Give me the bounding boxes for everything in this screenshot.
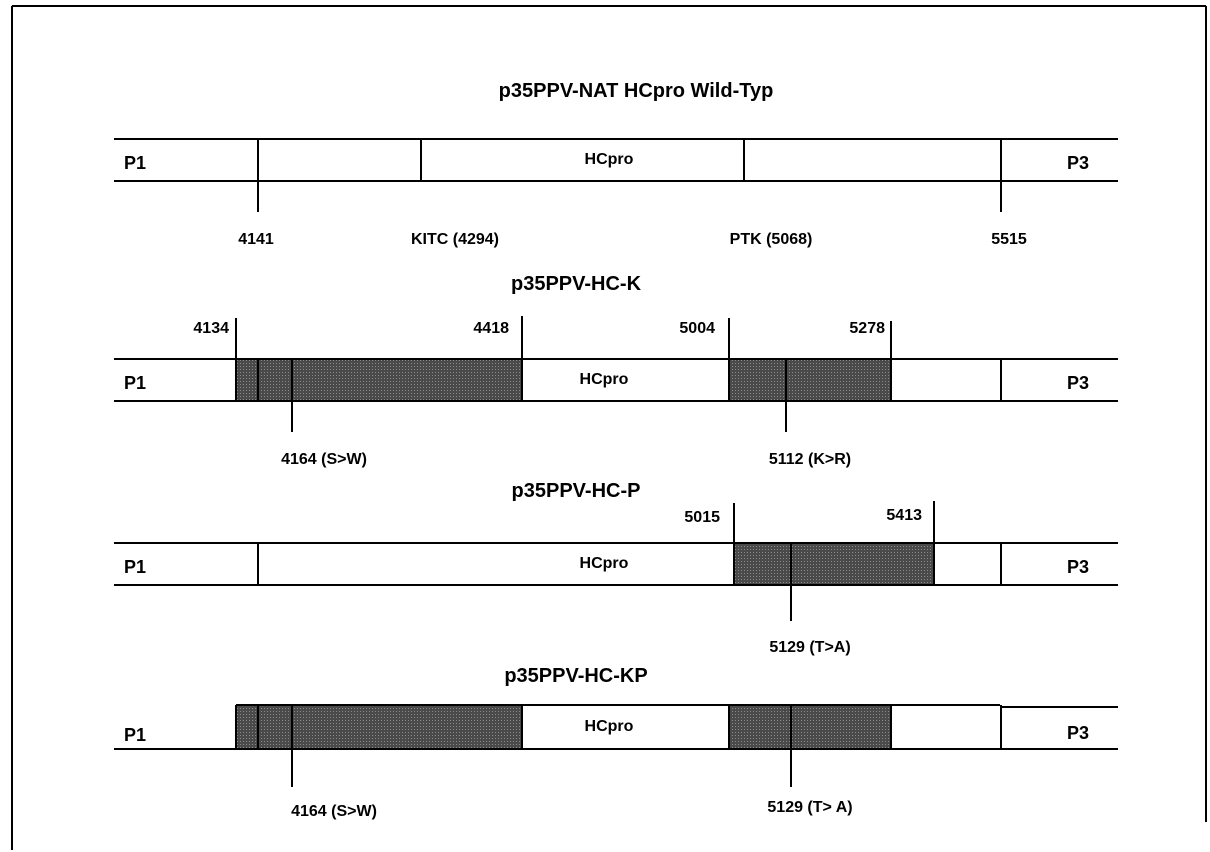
mutation-label: 5129 (T>A) [769, 639, 850, 656]
boundary-label: 4418 [473, 320, 509, 337]
construct-hc-p: p35PPV-HC-P 5015 5413 P1 HCpro P3 5129 (… [114, 480, 1118, 656]
construct-title: p35PPV-HC-K [511, 273, 642, 295]
hcpro-label: HCpro [580, 371, 629, 388]
p1-label: P1 [124, 373, 146, 393]
boundary-label: 5004 [679, 320, 715, 337]
hcpro-label: HCpro [585, 151, 634, 168]
mutation-label: 4164 (S>W) [291, 803, 377, 820]
marker-label: PTK (5068) [730, 231, 813, 248]
p3-label: P3 [1067, 153, 1089, 173]
hcpro-label: HCpro [580, 555, 629, 572]
p3-label: P3 [1067, 723, 1089, 743]
p1-label: P1 [124, 557, 146, 577]
construct-title: p35PPV-HC-KP [504, 665, 647, 687]
marker-label: KITC (4294) [411, 231, 499, 248]
construct-title: p35PPV-NAT HCpro Wild-Typ [499, 80, 774, 102]
construct-hc-kp: p35PPV-HC-KP P1 HCpro P3 4164 (S>W) 5129… [114, 665, 1118, 820]
boundary-label: 5278 [849, 320, 885, 337]
substituted-region [236, 705, 522, 749]
substituted-region [729, 705, 891, 749]
mutation-label: 5112 (K>R) [769, 451, 851, 468]
boundary-label: 5413 [886, 507, 922, 524]
outer-frame [11, 5, 1207, 850]
p3-label: P3 [1067, 557, 1089, 577]
mutation-label: 5129 (T> A) [767, 799, 852, 816]
boundary-label: 5015 [684, 509, 720, 526]
construct-wild-type: p35PPV-NAT HCpro Wild-Typ P1 HCpro P3 41… [114, 80, 1118, 248]
marker-label: 4141 [238, 231, 274, 248]
marker-label: 5515 [991, 231, 1027, 248]
construct-hc-k: p35PPV-HC-K 4134 4418 5004 5278 P1 HCpro… [114, 273, 1118, 468]
p3-label: P3 [1067, 373, 1089, 393]
p1-label: P1 [124, 153, 146, 173]
substituted-region [734, 543, 934, 585]
substituted-region [729, 359, 891, 401]
mutation-label: 4164 (S>W) [281, 451, 367, 468]
p1-label: P1 [124, 725, 146, 745]
substituted-region [236, 359, 522, 401]
construct-title: p35PPV-HC-P [512, 480, 641, 502]
boundary-label: 4134 [193, 320, 229, 337]
hcpro-label: HCpro [585, 718, 634, 735]
